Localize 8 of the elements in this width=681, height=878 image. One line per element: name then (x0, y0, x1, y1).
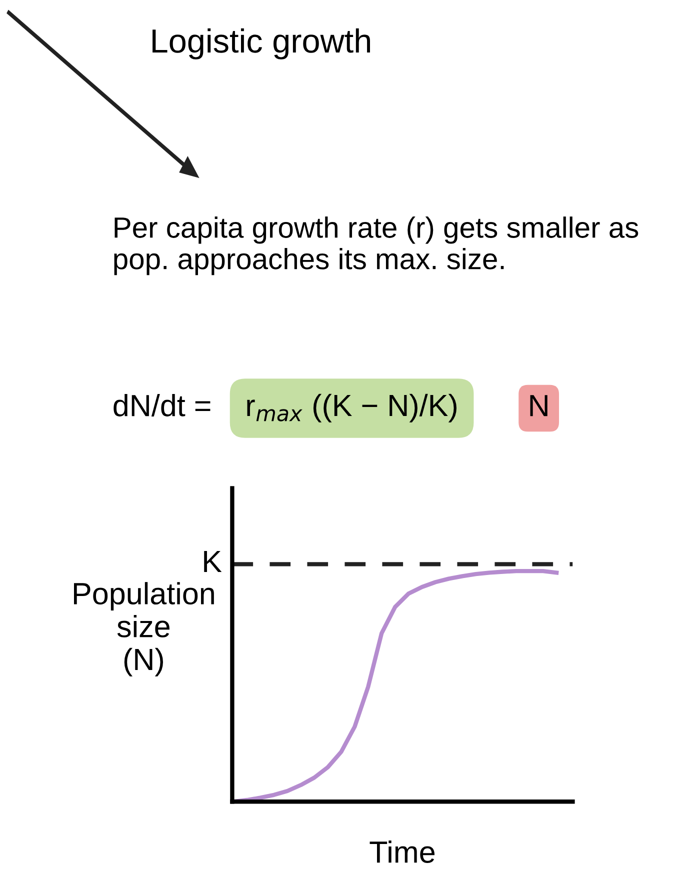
text: Per capita growth rate (r) gets smaller as pop. approaches its max. size. (114, 216, 638, 276)
text: dN/dt = (114, 394, 210, 416)
text: r$_{max}$ ((K − N)/K) (247, 394, 456, 422)
text: N (530, 395, 548, 416)
y-axis-title: Population size (N) (74, 582, 214, 676)
chart-title: Logistic growth (152, 28, 370, 60)
ref-line-label: K (204, 551, 222, 572)
x-axis-title: Time (370, 840, 434, 863)
